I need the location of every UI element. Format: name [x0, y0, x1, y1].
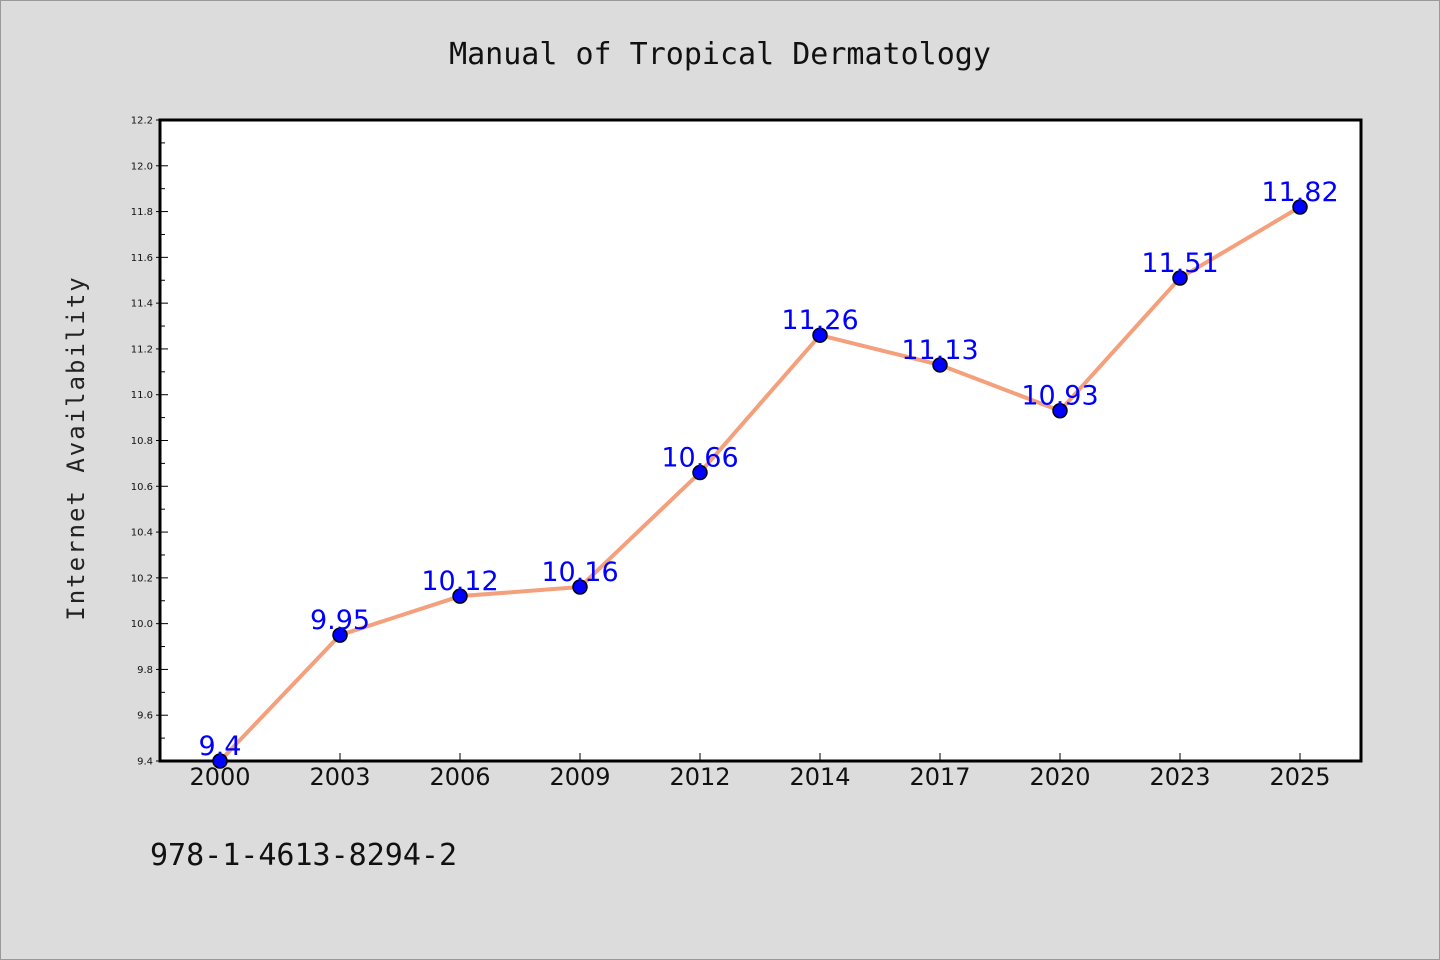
- y-axis-label: Internet Availability: [62, 275, 90, 620]
- y-tick-label: 12.0: [131, 161, 153, 172]
- data-point: [332, 627, 348, 643]
- y-axis: 9.4 9.6 9.8 10.0 10.2 10.4 10.6 10.8 11.0 11.2 11.…: [131, 116, 168, 768]
- x-axis: 2000 2003 2006 2009 2012 2014 2017 2020 2023 2025: [189, 753, 1331, 791]
- y-tick-label: 12.2: [131, 116, 153, 127]
- series-layer: [212, 199, 1308, 769]
- y-tick-label: 9.8: [137, 665, 153, 676]
- data-label: 10.12: [421, 566, 498, 597]
- y-tick-label: 10.0: [131, 619, 153, 630]
- x-tick-label: 2006: [429, 763, 490, 791]
- x-tick-label: 2025: [1269, 763, 1330, 791]
- x-tick-label: 2003: [309, 763, 370, 791]
- data-label: 11.82: [1261, 177, 1338, 208]
- y-tick-label: 10.6: [131, 482, 153, 493]
- isbn-footer: 978-1-4613-8294-2: [150, 838, 457, 873]
- data-label: 11.26: [781, 305, 858, 336]
- data-point: [932, 357, 948, 373]
- data-label: 10.93: [1021, 381, 1098, 412]
- x-tick-label: 2020: [1029, 763, 1090, 791]
- y-tick-label: 10.4: [131, 528, 153, 539]
- data-point: [692, 464, 708, 481]
- y-tick-label: 11.0: [131, 390, 153, 401]
- series-line: [218, 204, 1302, 763]
- x-tick-label: 2012: [669, 763, 730, 791]
- data-point: [1292, 199, 1308, 215]
- plot-area: [158, 118, 1363, 763]
- data-point: [572, 579, 588, 595]
- data-labels: 9.4 9.95 10.12 10.16 10.66 11.26 11.13 10.93 11.…: [199, 177, 1339, 762]
- data-label: 10.16: [541, 557, 618, 588]
- x-tick-label: 2014: [789, 763, 850, 791]
- x-tick-label: 2023: [1149, 763, 1210, 791]
- data-point: [1172, 270, 1188, 286]
- chart-title: Manual of Tropical Dermatology: [449, 37, 991, 72]
- data-label: 11.13: [901, 335, 978, 366]
- data-label: 11.51: [1141, 248, 1218, 279]
- x-tick-label: 2009: [549, 763, 610, 791]
- y-tick-label: 10.2: [131, 573, 153, 584]
- y-tick-label: 11.6: [131, 253, 153, 264]
- data-point: [452, 588, 468, 604]
- y-tick-label: 11.2: [131, 344, 153, 355]
- data-point: [212, 753, 228, 769]
- data-label: 9.95: [310, 605, 370, 636]
- data-label: 10.66: [661, 443, 738, 474]
- data-label: 9.4: [199, 731, 242, 762]
- y-tick-label: 10.8: [131, 436, 153, 447]
- data-point: [1052, 402, 1068, 419]
- data-point: [812, 327, 828, 343]
- x-tick-label: 2017: [909, 763, 970, 791]
- y-tick-label: 9.6: [137, 711, 153, 722]
- y-tick-label: 11.8: [131, 207, 153, 218]
- y-tick-label: 9.4: [137, 757, 153, 768]
- y-tick-label: 11.4: [131, 299, 153, 310]
